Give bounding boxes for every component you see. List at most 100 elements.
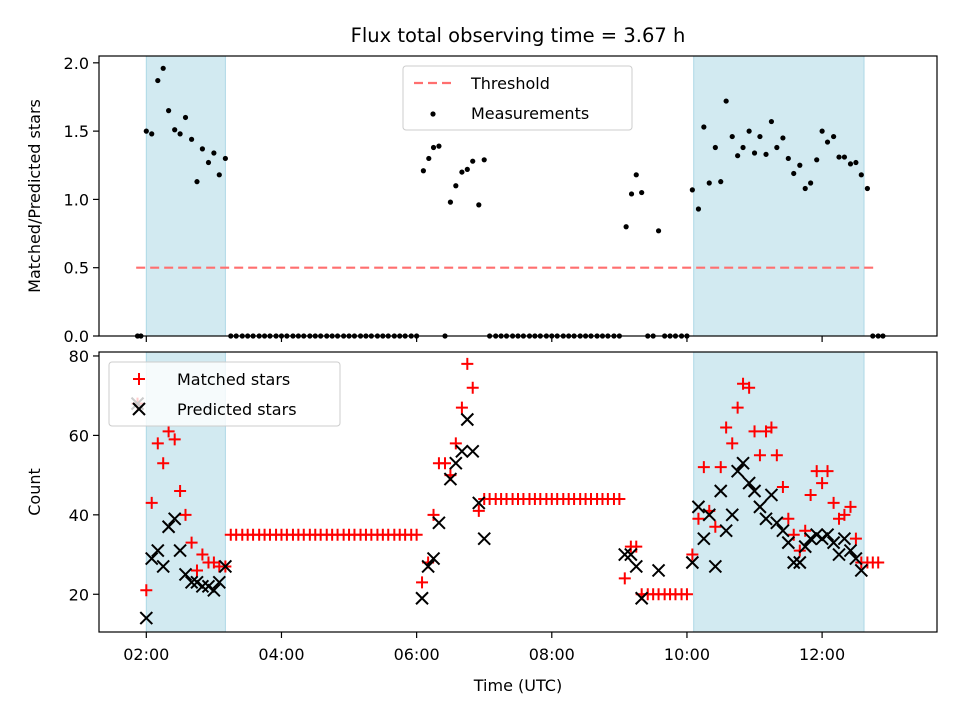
predicted-stars-point bbox=[697, 531, 711, 546]
x-tick-label: 06:00 bbox=[394, 645, 440, 664]
measurements-point bbox=[819, 128, 825, 134]
measurements-point bbox=[831, 133, 837, 140]
predicted-stars-point bbox=[764, 488, 779, 502]
matched-stars-point bbox=[162, 425, 175, 438]
measurements-point bbox=[166, 108, 172, 114]
measurements-point bbox=[205, 159, 212, 166]
predicted-stars-point bbox=[178, 567, 193, 582]
predicted-stars-point bbox=[426, 551, 441, 566]
predicted-stars-point bbox=[145, 551, 159, 566]
bottom-y-tick-label: 20 bbox=[69, 585, 89, 604]
predicted-stars-point bbox=[730, 464, 745, 478]
matched-stars-point bbox=[804, 488, 817, 501]
predicted-stars-point bbox=[742, 476, 756, 490]
matched-stars-point bbox=[799, 524, 812, 537]
x-tick-label: 02:00 bbox=[123, 645, 169, 664]
predicted-stars-point bbox=[685, 555, 700, 570]
predicted-stars-point bbox=[460, 412, 475, 427]
matched-stars-point bbox=[410, 528, 423, 541]
bottom-plot-frame bbox=[98, 351, 938, 633]
predicted-stars-point bbox=[725, 508, 739, 522]
predicted-stars-point bbox=[736, 456, 750, 470]
top-panel: 0.00.51.01.52.0 Matched/Predicted stars … bbox=[25, 54, 938, 346]
matched-stars-point bbox=[776, 481, 789, 494]
predicted-stars-point bbox=[472, 496, 486, 510]
matched-stars-point bbox=[743, 381, 756, 394]
matched-stars-point bbox=[416, 576, 429, 589]
measurements-point bbox=[655, 228, 662, 234]
matched-stars-point bbox=[449, 437, 462, 450]
measurements-point bbox=[774, 144, 780, 151]
measurements-point bbox=[785, 155, 791, 162]
measurements-point bbox=[836, 154, 842, 160]
predicted-stars-point bbox=[415, 591, 429, 605]
top-y-tick-label: 0.5 bbox=[64, 259, 89, 278]
predicted-stars-point bbox=[770, 516, 784, 530]
legend-predicted-label: Predicted stars bbox=[177, 400, 297, 419]
predicted-stars-point bbox=[218, 559, 233, 574]
measurements-point bbox=[182, 114, 189, 121]
predicted-stars-point bbox=[781, 535, 796, 550]
predicted-stars-point bbox=[798, 539, 812, 554]
measurements-point bbox=[623, 224, 629, 230]
predicted-stars-point bbox=[184, 575, 199, 590]
predicted-stars-point bbox=[826, 535, 841, 550]
predicted-stars-point bbox=[477, 531, 491, 546]
measurements-point bbox=[628, 191, 635, 197]
measurements-point bbox=[211, 150, 217, 156]
predicted-stars-point bbox=[832, 547, 846, 562]
measurements-point bbox=[740, 144, 746, 151]
matched-stars-point bbox=[692, 512, 705, 525]
bottom-y-tick-label: 40 bbox=[69, 506, 89, 525]
matched-stars-point bbox=[782, 512, 795, 525]
predicted-stars-point bbox=[719, 524, 733, 538]
matched-stars-point bbox=[466, 381, 479, 394]
measurements-point bbox=[420, 168, 426, 174]
matched-stars-point bbox=[731, 401, 744, 414]
matched-stars-point bbox=[872, 556, 885, 569]
measurements-point bbox=[780, 135, 786, 141]
predicted-stars-point bbox=[714, 484, 728, 498]
legend-predicted-swatch bbox=[132, 402, 146, 416]
measurements-point bbox=[149, 131, 155, 137]
measurements-point bbox=[723, 98, 729, 104]
matched-stars-point bbox=[168, 433, 181, 446]
measurements-point bbox=[447, 199, 454, 205]
top-y-tick-label: 2.0 bbox=[64, 54, 89, 73]
measurements-point bbox=[194, 179, 200, 185]
predicted-stars-point bbox=[854, 563, 869, 578]
measurements-point bbox=[459, 169, 465, 175]
predicted-stars-point bbox=[843, 543, 858, 558]
measurements-point bbox=[476, 202, 482, 208]
matched-stars-point bbox=[714, 461, 727, 474]
measurements-point bbox=[853, 159, 859, 166]
predicted-stars-point bbox=[618, 547, 632, 562]
measurements-point bbox=[222, 155, 228, 162]
matched-stars-point bbox=[157, 457, 170, 470]
measurements-point bbox=[718, 179, 724, 185]
measurements-point bbox=[216, 172, 222, 178]
matched-stars-point bbox=[613, 492, 626, 505]
bottom-legend: Matched stars Predicted stars bbox=[108, 361, 341, 427]
predicted-stars-point bbox=[820, 527, 835, 542]
measurements-point bbox=[430, 144, 437, 151]
predicted-stars-point bbox=[708, 559, 723, 574]
measurements-point bbox=[746, 128, 752, 134]
measurements-point bbox=[729, 133, 735, 140]
measurements-point bbox=[751, 150, 758, 156]
x-tick-label: 10:00 bbox=[664, 645, 710, 664]
top-plot-frame bbox=[98, 55, 938, 337]
x-tick-label: 04:00 bbox=[258, 645, 304, 664]
matched-stars-point bbox=[697, 461, 710, 474]
matched-stars-point bbox=[821, 465, 834, 478]
legend-matched-label: Matched stars bbox=[177, 370, 290, 389]
matched-stars-point bbox=[844, 500, 857, 513]
matched-stars-point bbox=[748, 425, 761, 438]
top-y-tick-label: 0.0 bbox=[64, 327, 89, 346]
matched-stars-point bbox=[720, 421, 733, 434]
predicted-stars-point bbox=[702, 508, 716, 522]
measurements-point bbox=[763, 151, 769, 157]
legend-measurements-swatch bbox=[430, 111, 436, 117]
matched-stars-point bbox=[151, 437, 164, 450]
